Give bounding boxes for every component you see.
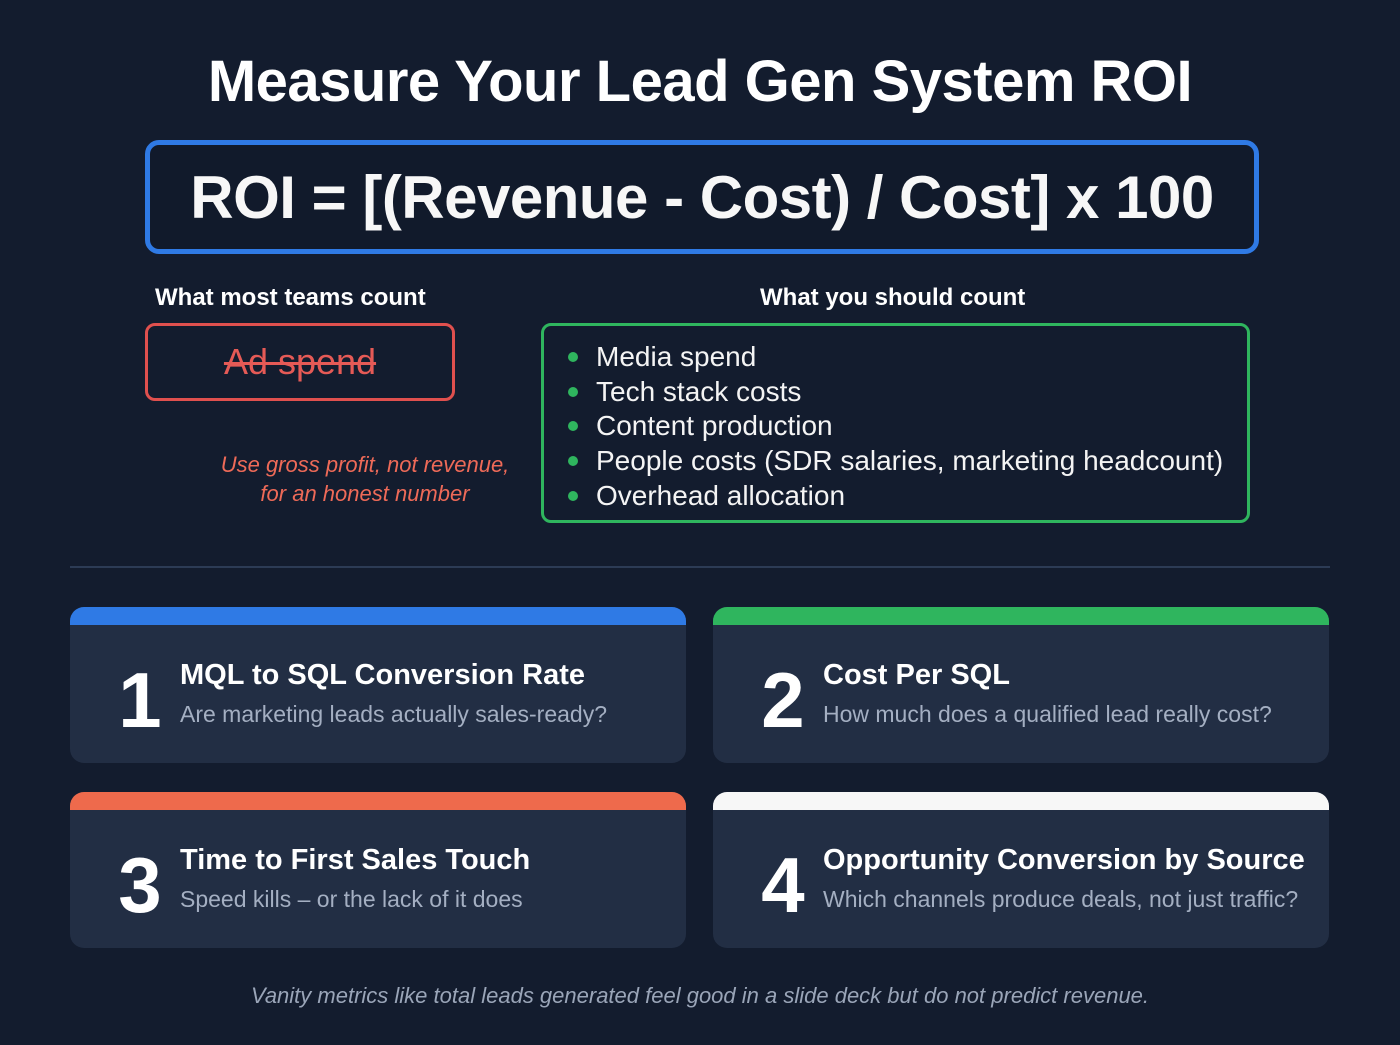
crossed-item: Ad spend	[223, 341, 377, 382]
list-item-label: Tech stack costs	[596, 375, 802, 407]
list-item: People costs (SDR salaries, marketing he…	[568, 444, 1247, 479]
list-item-label: Overhead allocation	[596, 479, 846, 511]
list-item: Content production	[568, 409, 1247, 444]
card-number: 1	[118, 656, 162, 744]
section-divider	[70, 566, 1330, 568]
card-accent-bar	[70, 607, 686, 625]
footer-note: Vanity metrics like total leads generate…	[250, 983, 1150, 1008]
card-title: Cost Per SQL	[823, 659, 1010, 691]
should-count-box: Media spend Tech stack costs Content pro…	[541, 323, 1250, 523]
right-heading: What you should count	[760, 284, 1026, 311]
list-item: Tech stack costs	[568, 375, 1247, 410]
card-number: 3	[118, 841, 162, 929]
gross-profit-note: Use gross profit, not revenue, for an ho…	[180, 450, 550, 508]
metric-card-4: 4 Opportunity Conversion by Source Which…	[713, 792, 1329, 948]
card-subtitle: Speed kills – or the lack of it does	[180, 886, 523, 912]
list-item: Media spend	[568, 340, 1247, 375]
bullet-icon	[568, 421, 578, 432]
metric-card-1: 1 MQL to SQL Conversion Rate Are marketi…	[70, 607, 686, 763]
bullet-icon	[568, 386, 578, 397]
roi-formula: ROI = [(Revenue - Cost) / Cost] x 100	[190, 163, 1214, 231]
crossed-out-box: Ad spend	[145, 323, 455, 401]
card-title: Opportunity Conversion by Source	[823, 844, 1305, 876]
list-item-label: People costs (SDR salaries, marketing he…	[596, 445, 1224, 477]
card-accent-bar	[713, 607, 1329, 625]
left-heading: What most teams count	[155, 284, 426, 311]
metric-card-2: 2 Cost Per SQL How much does a qualified…	[713, 607, 1329, 763]
page-title: Measure Your Lead Gen System ROI	[207, 49, 1193, 114]
bullet-icon	[568, 352, 578, 363]
card-number: 2	[761, 656, 805, 744]
note-line-2: for an honest number	[260, 481, 470, 506]
card-subtitle: How much does a qualified lead really co…	[823, 701, 1272, 727]
card-subtitle: Which channels produce deals, not just t…	[823, 886, 1299, 912]
list-item-label: Media spend	[596, 341, 757, 373]
note-line-1: Use gross profit, not revenue,	[220, 452, 510, 477]
card-subtitle: Are marketing leads actually sales-ready…	[180, 701, 607, 727]
card-accent-bar	[713, 792, 1329, 810]
card-title: Time to First Sales Touch	[180, 844, 531, 876]
list-item-label: Content production	[596, 410, 833, 442]
formula-box: ROI = [(Revenue - Cost) / Cost] x 100	[145, 140, 1259, 254]
list-item: Overhead allocation	[568, 478, 1247, 513]
card-title: MQL to SQL Conversion Rate	[180, 659, 585, 691]
card-number: 4	[761, 841, 805, 929]
bullet-icon	[568, 456, 578, 467]
metric-card-3: 3 Time to First Sales Touch Speed kills …	[70, 792, 686, 948]
card-accent-bar	[70, 792, 686, 810]
bullet-icon	[568, 490, 578, 501]
